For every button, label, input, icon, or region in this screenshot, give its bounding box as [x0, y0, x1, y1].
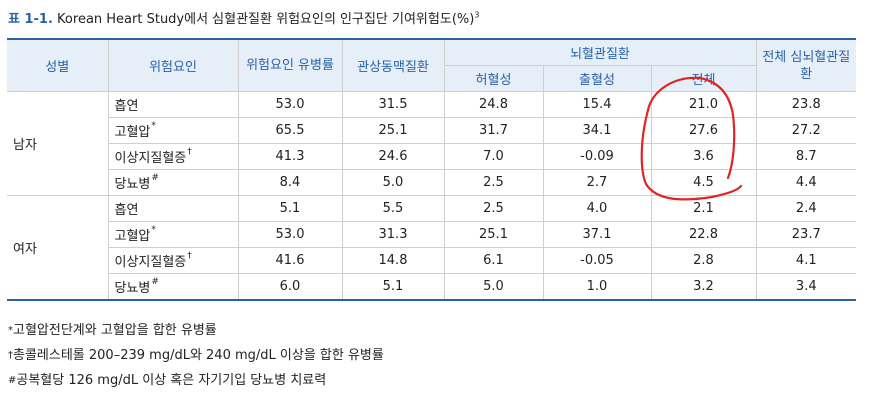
value-cell: 6.1: [443, 247, 544, 274]
value-cell: 3.2: [650, 273, 757, 301]
value-cell: 21.0: [650, 91, 757, 118]
table-row: 당뇨병# 6.0 5.1 5.0 1.0 3.2 3.4: [7, 273, 857, 301]
table-row: 남자 흡연 53.0 31.5 24.8 15.4 21.0 23.8: [7, 91, 857, 196]
sex-cell: 여자: [7, 195, 109, 301]
footnote-diabetes: #공복혈당 126 mg/dL 이상 혹은 자기기입 당뇨병 치료력: [8, 373, 327, 388]
value-cell: 5.1: [341, 273, 445, 301]
value-cell: 7.0: [443, 143, 544, 170]
table-row: 여자 흡연 5.1 5.5 2.5 4.0 2.1 2.4: [7, 195, 857, 301]
value-cell: -0.09: [542, 143, 652, 170]
value-cell: -0.05: [542, 247, 652, 274]
value-cell: 6.0: [237, 273, 343, 301]
value-cell: 5.0: [341, 169, 445, 196]
header-prevalence: 위험요인 유병률: [237, 38, 343, 92]
footnote-mark: *: [151, 225, 156, 235]
value-cell: 37.1: [542, 221, 652, 248]
value-cell: 2.1: [650, 195, 757, 222]
value-cell: 5.5: [341, 195, 445, 222]
value-cell: 24.6: [341, 143, 445, 170]
value-cell: 31.3: [341, 221, 445, 248]
value-cell: 4.5: [650, 169, 757, 196]
value-cell: 34.1: [542, 117, 652, 144]
value-cell: 25.1: [443, 221, 544, 248]
risk-factor-cell: 당뇨병#: [108, 273, 239, 301]
value-cell: 41.3: [237, 143, 343, 170]
footnote-mark: #: [151, 173, 159, 183]
value-cell: 41.6: [237, 247, 343, 274]
value-cell: 2.7: [542, 169, 652, 196]
header-cerebro-total: 전체: [650, 65, 757, 92]
value-cell: 23.8: [755, 91, 857, 118]
value-cell: 1.0: [542, 273, 652, 301]
table-caption: 표 1-1. Korean Heart Study에서 심혈관질환 위험요인의 …: [8, 8, 479, 27]
value-cell: 15.4: [542, 91, 652, 118]
risk-factor-cell: 이상지질혈증†: [108, 247, 239, 274]
risk-factor-table: 성별 위험요인 위험요인 유병률 관상동맥질환 뇌혈관질환 전체 심뇌혈관질환 …: [7, 38, 857, 301]
risk-factor-cell: 이상지질혈증†: [108, 143, 239, 170]
value-cell: 8.7: [755, 143, 857, 170]
value-cell: 31.7: [443, 117, 544, 144]
header-ischemic: 허혈성: [444, 65, 544, 92]
table-number: 표 1-1.: [8, 12, 53, 27]
value-cell: 27.6: [650, 117, 757, 144]
table-row: 고혈압* 65.5 25.1 31.7 34.1 27.6 27.2: [7, 117, 857, 144]
value-cell: 8.4: [237, 169, 343, 196]
value-cell: 24.8: [443, 91, 544, 118]
value-cell: 22.8: [650, 221, 757, 248]
value-cell: 25.1: [341, 117, 445, 144]
table-title: Korean Heart Study에서 심혈관질환 위험요인의 인구집단 기여…: [52, 12, 475, 27]
header-risk-factor: 위험요인: [107, 38, 239, 92]
header-coronary: 관상동맥질환: [341, 38, 445, 92]
value-cell: 31.5: [341, 91, 445, 118]
value-cell: 4.1: [755, 247, 857, 274]
table-row: 고혈압* 53.0 31.3 25.1 37.1 22.8 23.7: [7, 221, 857, 248]
risk-factor-cell: 당뇨병#: [108, 169, 239, 196]
value-cell: 14.8: [341, 247, 445, 274]
value-cell: 5.0: [443, 273, 544, 301]
value-cell: 27.2: [755, 117, 857, 144]
header-cerebrovascular: 뇌혈관질환: [443, 38, 757, 66]
value-cell: 2.4: [755, 195, 857, 222]
value-cell: 4.0: [542, 195, 652, 222]
footnote-mark: #: [151, 277, 159, 287]
value-cell: 2.8: [650, 247, 757, 274]
footnote-mark: †: [187, 251, 192, 261]
value-cell: 3.6: [650, 143, 757, 170]
header-sex: 성별: [7, 38, 109, 92]
value-cell: 5.1: [237, 195, 343, 222]
footnote-mark: *: [151, 121, 156, 131]
value-cell: 65.5: [237, 117, 343, 144]
risk-factor-cell: 고혈압*: [108, 117, 239, 144]
header-total-cvd: 전체 심뇌혈관질환: [755, 38, 857, 92]
table-body: 남자 흡연 53.0 31.5 24.8 15.4 21.0 23.8 고혈압* 65.5 25.1…: [7, 91, 857, 301]
risk-factor-cell: 흡연: [107, 195, 239, 222]
value-cell: 23.7: [755, 221, 857, 248]
value-cell: 53.0: [237, 221, 343, 248]
table-row: 이상지질혈증† 41.3 24.6 7.0 -0.09 3.6 8.7: [7, 143, 857, 170]
value-cell: 3.4: [755, 273, 857, 301]
footnote-mark: †: [187, 147, 192, 157]
footnote-hypertension: *고혈압전단계와 고혈압을 합한 유병률: [8, 323, 217, 338]
reference-superscript: 3: [474, 10, 480, 20]
value-cell: 53.0: [237, 91, 343, 118]
footnotes: *고혈압전단계와 고혈압을 합한 유병률 †총콜레스테롤 200–239 mg/…: [8, 322, 384, 397]
header-hemorrhagic: 출혈성: [542, 65, 652, 92]
value-cell: 4.4: [755, 169, 857, 196]
risk-factor-cell: 흡연: [107, 91, 239, 118]
risk-factor-cell: 고혈압*: [108, 221, 239, 248]
table-row: 당뇨병# 8.4 5.0 2.5 2.7 4.5 4.4: [7, 169, 857, 196]
table-row: 이상지질혈증† 41.6 14.8 6.1 -0.05 2.8 4.1: [7, 247, 857, 274]
value-cell: 2.5: [443, 169, 544, 196]
value-cell: 2.5: [443, 195, 544, 222]
footnote-dyslipidemia: †총콜레스테롤 200–239 mg/dL와 240 mg/dL 이상을 합한 …: [8, 348, 384, 363]
sex-cell: 남자: [7, 91, 109, 196]
